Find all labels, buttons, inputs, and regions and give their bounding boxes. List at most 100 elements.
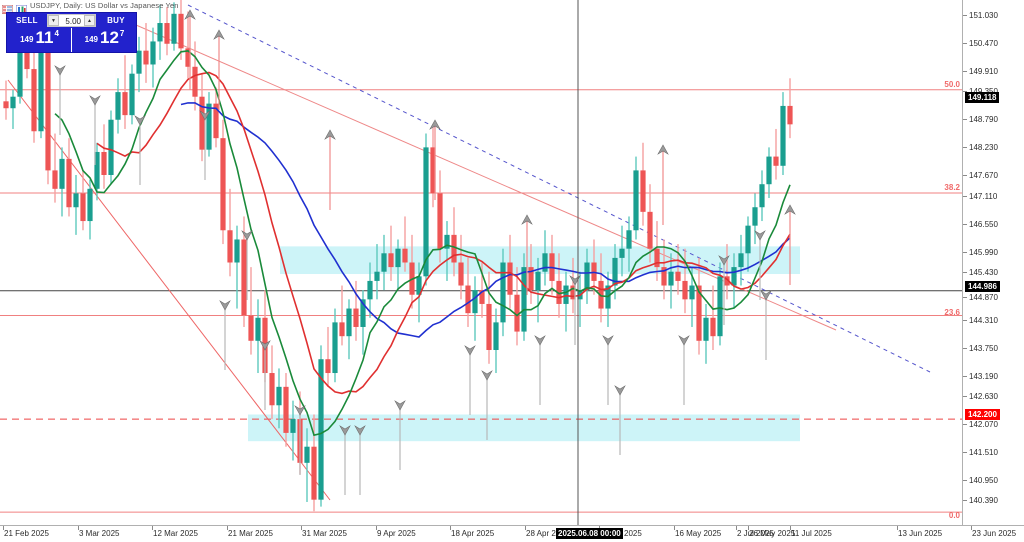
time-tick: 12 Mar 2025 — [152, 526, 198, 538]
candle-body — [752, 207, 758, 226]
candle-body — [640, 170, 646, 212]
candle-body — [542, 253, 548, 272]
current-price-label: 144.986 — [965, 281, 1000, 292]
candle-body — [122, 92, 128, 116]
volume-increase-button[interactable]: ▲ — [84, 15, 95, 26]
candle-body — [136, 50, 142, 74]
candle-body — [17, 50, 23, 97]
data-window-icon[interactable] — [1, 1, 14, 15]
candle-body — [710, 317, 716, 337]
sell-button[interactable]: 149 11 4 — [7, 28, 71, 52]
candle-body — [290, 419, 296, 433]
volume-input[interactable]: 5.00 — [65, 17, 81, 26]
buy-button[interactable]: 149 12 7 — [71, 28, 136, 52]
price-tick: 149.350 — [963, 86, 998, 97]
candle-body — [164, 23, 170, 44]
candle-body — [521, 267, 527, 332]
chart-plot-area[interactable] — [0, 0, 962, 525]
fibonacci-level-label: 38.2 — [944, 183, 960, 192]
candle-body — [780, 105, 786, 166]
signal-arrow-down — [602, 335, 614, 405]
candle-body — [150, 41, 156, 65]
candle-body — [269, 373, 275, 406]
candle-body — [437, 193, 443, 249]
candle-body — [535, 271, 541, 291]
signal-arrow-down — [89, 95, 101, 165]
candle-body — [759, 184, 765, 208]
signal-arrow-down — [294, 405, 306, 475]
fibonacci-level-label: 0.0 — [948, 511, 960, 520]
candle-body — [507, 262, 513, 295]
ma-mid-red — [96, 71, 791, 395]
chart-grid-icon[interactable] — [15, 1, 28, 15]
candle-body — [129, 73, 135, 116]
candle-body — [87, 188, 93, 222]
price-tick: 143.190 — [963, 371, 998, 382]
one-click-trading-panel[interactable]: SELL ▼ 5.00 ▲ BUY 149 11 4 149 12 7 — [6, 12, 137, 53]
volume-decrease-button[interactable]: ▼ — [48, 15, 59, 26]
candle-body — [241, 239, 247, 316]
fibonacci-level-label: 50.0 — [944, 80, 960, 89]
time-tick: 21 Feb 2025 — [3, 526, 49, 538]
candle-body — [59, 158, 65, 189]
candle-body — [3, 101, 9, 109]
signal-arrow-up — [657, 144, 669, 225]
time-axis[interactable]: 21 Feb 2025 3 Mar 2025 12 Mar 2025 21 Mar 2… — [0, 525, 1024, 542]
price-tick: 142.630 — [963, 391, 998, 402]
signal-arrow-down — [134, 115, 146, 185]
candle-body — [318, 359, 324, 500]
candle-body — [675, 271, 681, 281]
candle-body — [220, 138, 226, 231]
sell-label: SELL — [16, 16, 38, 25]
candle-body — [108, 119, 114, 175]
chart-title: USDJPY, Daily: US Dollar vs Japanese Yen — [30, 1, 179, 10]
signal-arrow-down — [259, 340, 271, 410]
candle-body — [479, 290, 485, 304]
trade-panel-top-row: SELL ▼ 5.00 ▲ BUY — [7, 13, 136, 28]
candle-body — [423, 147, 429, 277]
price-tick: 140.390 — [963, 495, 998, 506]
signal-arrows — [54, 9, 796, 495]
time-tick: 16 May 2025 — [673, 526, 722, 538]
signal-arrow-down — [241, 230, 253, 300]
price-tick: 147.670 — [963, 170, 998, 181]
candle-body — [325, 359, 331, 374]
candle-body — [143, 50, 149, 65]
trade-panel-prices: 149 11 4 149 12 7 — [7, 28, 136, 52]
candle-body — [73, 193, 79, 208]
candle-body — [346, 308, 352, 337]
candle-body — [745, 225, 751, 254]
candle-body — [451, 234, 457, 263]
sell-price-fraction: 4 — [54, 29, 59, 38]
candle-body — [206, 103, 212, 150]
candle-body — [514, 294, 520, 332]
candle-body — [703, 317, 709, 341]
price-tick: 146.550 — [963, 219, 998, 230]
candle-body — [31, 69, 37, 132]
candle-body — [430, 147, 436, 194]
time-tick: 18 Apr 2025 — [449, 526, 495, 538]
sell-price-whole: 149 — [20, 35, 34, 44]
candle-body — [500, 262, 506, 323]
candle-body — [633, 170, 639, 231]
candle-body — [563, 285, 569, 304]
candle-body — [276, 386, 282, 406]
candle-body — [493, 322, 499, 350]
candle-body — [66, 158, 72, 208]
candle-body — [332, 322, 338, 374]
candle-body — [353, 308, 359, 327]
candle-body — [689, 285, 695, 300]
price-axis[interactable]: 151.030 150.470 149.910 149.350 148.790 148.2… — [944, 0, 1024, 525]
candle-body — [192, 66, 198, 97]
candle-body — [339, 322, 345, 337]
volume-stepper[interactable]: ▼ 5.00 ▲ — [47, 14, 96, 27]
chart-canvas[interactable] — [0, 0, 962, 525]
signal-arrow-up — [184, 9, 196, 90]
candle-body — [654, 248, 660, 268]
candle-body — [374, 271, 380, 281]
time-tick: 2 Jul 2025 — [736, 526, 774, 538]
current-price-label: 142.200 — [965, 409, 1000, 420]
signal-arrow-down — [760, 290, 772, 360]
signal-arrow-down — [534, 335, 546, 405]
